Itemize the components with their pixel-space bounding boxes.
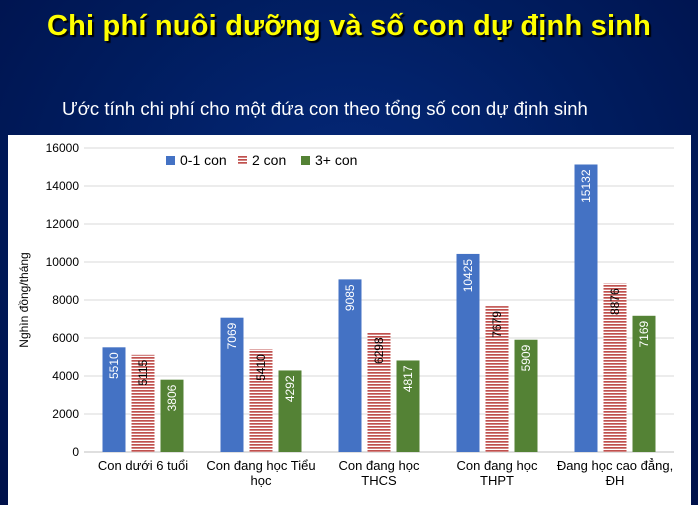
y-tick-label: 10000 — [46, 255, 80, 269]
legend-label: 3+ con — [315, 152, 357, 168]
data-label: 5510 — [107, 352, 121, 379]
bar-0-1-con — [456, 253, 480, 452]
data-label: 3806 — [165, 384, 179, 411]
x-category-label: Đang học cao đẳng, — [557, 458, 673, 473]
x-category-label: ĐH — [606, 473, 625, 488]
x-category-label: Con đang học — [339, 458, 420, 473]
data-label: 9085 — [343, 284, 357, 311]
y-tick-label: 14000 — [46, 179, 80, 193]
bar-0-1-con — [220, 317, 244, 452]
y-tick-label: 4000 — [52, 369, 79, 383]
data-label: 7679 — [490, 311, 504, 338]
bar-3-con — [514, 339, 538, 452]
bar-3-con — [160, 379, 184, 452]
legend-swatch — [238, 156, 247, 165]
x-category-label: Con đang học — [457, 458, 538, 473]
bar-0-1-con — [574, 164, 598, 452]
data-label: 5909 — [519, 344, 533, 371]
y-tick-label: 6000 — [52, 331, 79, 345]
data-label: 5410 — [254, 354, 268, 381]
bar-chart: 0 2000 4000 6000 8000 10000 12000 14000 16000 Ngh… — [17, 141, 674, 488]
bar-2-con — [249, 349, 273, 452]
legend-swatch — [301, 156, 310, 165]
data-label: 4817 — [401, 365, 415, 392]
data-label: 15132 — [579, 169, 593, 203]
x-category-label: Con đang học Tiểu — [206, 458, 315, 473]
data-label: 7169 — [637, 320, 651, 347]
legend-label: 0-1 con — [180, 152, 227, 168]
y-tick-label: 16000 — [46, 141, 80, 155]
data-label: 7069 — [225, 322, 239, 349]
bar-3-con — [278, 370, 302, 452]
legend-swatch — [166, 156, 175, 165]
bar-3-con — [632, 315, 656, 452]
data-label: 5115 — [136, 359, 150, 385]
data-label: 4292 — [283, 375, 297, 402]
data-label: 10425 — [461, 259, 475, 293]
y-tick-label: 12000 — [46, 217, 80, 231]
bar-3-con — [396, 360, 420, 452]
y-axis-label: Nghìn đồng/tháng — [17, 252, 31, 347]
data-label: 6298 — [372, 337, 386, 364]
bar-2-con — [367, 332, 391, 452]
bar-0-1-con — [102, 347, 126, 452]
x-category-label: THCS — [361, 473, 397, 488]
legend-label: 2 con — [252, 152, 286, 168]
bar-2-con — [485, 306, 509, 452]
bar-2-con — [603, 283, 627, 452]
x-category-label: Con dưới 6 tuổi — [98, 458, 188, 473]
y-tick-label: 8000 — [52, 293, 79, 307]
x-category-label: THPT — [480, 473, 514, 488]
chart-panel: 0 2000 4000 6000 8000 10000 12000 14000 16000 Ngh… — [8, 135, 691, 505]
y-tick-label: 2000 — [52, 407, 79, 421]
bar-2-con — [131, 354, 155, 452]
slide-subtitle: Ước tính chi phí cho một đứa con theo tổ… — [62, 98, 588, 119]
slide-title: Chi phí nuôi dưỡng và số con dự định sin… — [46, 10, 652, 42]
data-label: 8876 — [608, 288, 622, 315]
x-category-label: học — [251, 473, 272, 488]
y-tick-label: 0 — [72, 445, 79, 459]
bar-0-1-con — [338, 279, 362, 452]
